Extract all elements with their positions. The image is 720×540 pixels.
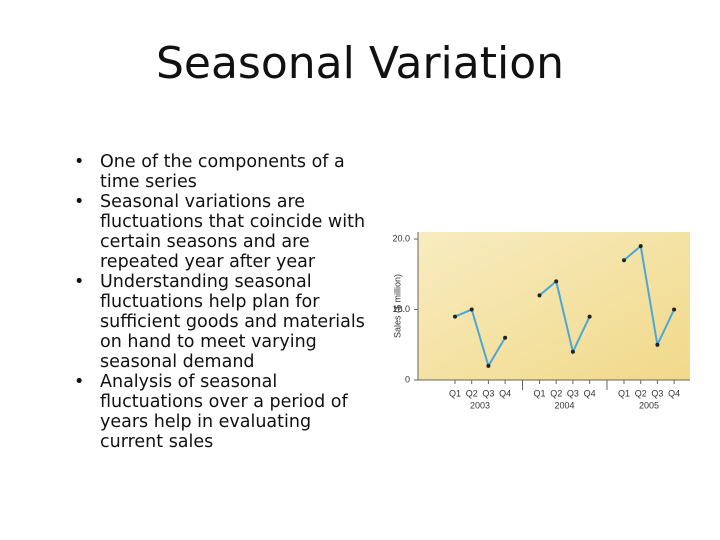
point <box>570 349 575 354</box>
point <box>587 314 592 319</box>
y-tick-label: 20.0 <box>392 233 410 243</box>
x-tick-label: Q1 <box>449 388 461 398</box>
y-tick-label: 10.0 <box>392 304 410 314</box>
x-tick-label: Q4 <box>584 388 596 398</box>
chart: 0 10.0 20.0 Sales ($ million) Q1 Q2 Q3 Q4 2003 Q1… <box>392 232 690 410</box>
group-label: 2003 <box>470 400 490 410</box>
point <box>503 335 508 340</box>
plot-background <box>418 232 690 380</box>
bullet: One of the components of a time series <box>74 152 372 192</box>
point <box>486 363 491 368</box>
bullet-list: One of the components of a time seriesSe… <box>74 152 372 452</box>
point <box>469 307 474 312</box>
line <box>454 308 506 369</box>
point <box>622 258 626 263</box>
x-tick-label: Q2 <box>466 388 478 398</box>
line <box>623 244 676 349</box>
bullet: Analysis of seasonal fluctuations over a… <box>74 372 372 452</box>
point <box>638 244 643 249</box>
x-tick-label: Q3 <box>567 388 579 398</box>
point <box>537 293 542 298</box>
x-tick-label: Q2 <box>635 388 647 398</box>
line <box>538 279 591 355</box>
x-tick-label: Q3 <box>482 388 494 398</box>
x-tick-label: Q4 <box>668 388 680 398</box>
point <box>672 307 677 312</box>
point <box>554 279 559 284</box>
x-tick-label: Q4 <box>499 388 511 398</box>
x-tick-label: Q1 <box>533 388 545 398</box>
x-tick-label: Q1 <box>618 388 630 398</box>
bullet: Seasonal variations are fluctuations tha… <box>74 192 372 272</box>
y-tick-label: 0 <box>405 374 410 384</box>
point <box>453 314 457 319</box>
x-tick-label: Q2 <box>550 388 562 398</box>
x-tick-label: Q3 <box>651 388 663 398</box>
slide-title: Seasonal Variation <box>155 38 565 89</box>
group-label: 2004 <box>555 400 575 410</box>
point <box>655 342 660 347</box>
group-label: 2005 <box>639 400 659 410</box>
y-axis-label: Sales ($ million) <box>392 274 402 338</box>
bullet: Understanding seasonal fluctuations help… <box>74 272 372 372</box>
